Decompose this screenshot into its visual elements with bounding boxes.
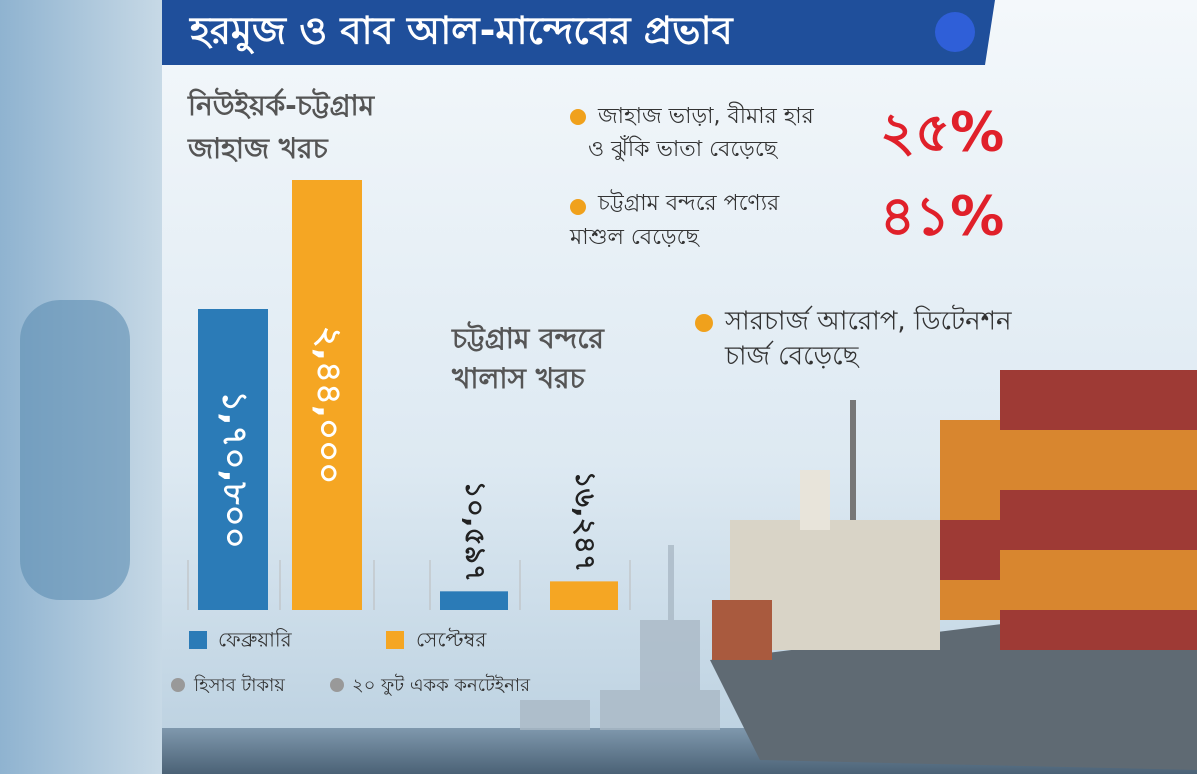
note: হিসাব টাকায় bbox=[193, 674, 285, 696]
bullet bbox=[171, 678, 185, 692]
legend-swatch bbox=[189, 631, 207, 649]
bar bbox=[198, 309, 268, 610]
legend-label: সেপ্টেম্বর bbox=[416, 628, 487, 652]
callout-text: চট্টগ্রাম বন্দরে পণ্যের bbox=[597, 189, 780, 216]
charts: ১,৭০,৮০০ ২,৪৪,০০০ ১০,৫৯৭ ১৬,২৪৭ bbox=[187, 180, 631, 610]
bar bbox=[440, 591, 508, 610]
bullet bbox=[330, 678, 344, 692]
bullet bbox=[695, 314, 713, 332]
bar bbox=[550, 581, 618, 610]
bullet bbox=[570, 199, 586, 215]
container-ship bbox=[710, 370, 1197, 770]
callout-text: সারচার্জ আরোপ, ডিটেনশন bbox=[724, 305, 1012, 337]
callout-value: ২৫% bbox=[880, 101, 1004, 164]
note: ২০ ফুট একক কনটেইনার bbox=[352, 674, 531, 696]
blur-shape bbox=[20, 300, 130, 600]
chart-title: খালাস খরচ bbox=[451, 362, 586, 395]
title-bar bbox=[162, 0, 995, 65]
callout-text: চার্জ বেড়েছে bbox=[724, 341, 860, 372]
value-label: ১০,৫৯৭ bbox=[459, 481, 492, 583]
bar bbox=[292, 180, 362, 610]
value-label: ১৬,২৪৭ bbox=[569, 471, 602, 573]
title: হরমুজ ও বাব আল-মান্দেবের প্রভাব bbox=[188, 9, 734, 56]
callout-text: ও ঝুঁকি ভাতা বেড়েছে bbox=[588, 136, 779, 163]
callout-value: ৪১% bbox=[880, 185, 1004, 248]
title-badge bbox=[935, 12, 975, 52]
value-label: ১,৭০,৮০০ bbox=[215, 390, 255, 548]
value-label: ২,৪৪,০০০ bbox=[309, 326, 349, 484]
callout-text: মাশুল বেড়েছে bbox=[569, 225, 700, 250]
legend-swatch bbox=[386, 631, 404, 649]
legend-label: ফেব্রুয়ারি bbox=[218, 628, 293, 652]
chart-title: চট্টগ্রাম বন্দরে bbox=[451, 321, 605, 355]
chart-title: জাহাজ খরচ bbox=[187, 132, 329, 165]
background-ships bbox=[520, 545, 720, 730]
chart-title: নিউইয়র্ক-চট্টগ্রাম bbox=[187, 87, 376, 122]
callout-text: জাহাজ ভাড়া, বীমার হার bbox=[597, 102, 815, 129]
bullet bbox=[570, 109, 586, 125]
